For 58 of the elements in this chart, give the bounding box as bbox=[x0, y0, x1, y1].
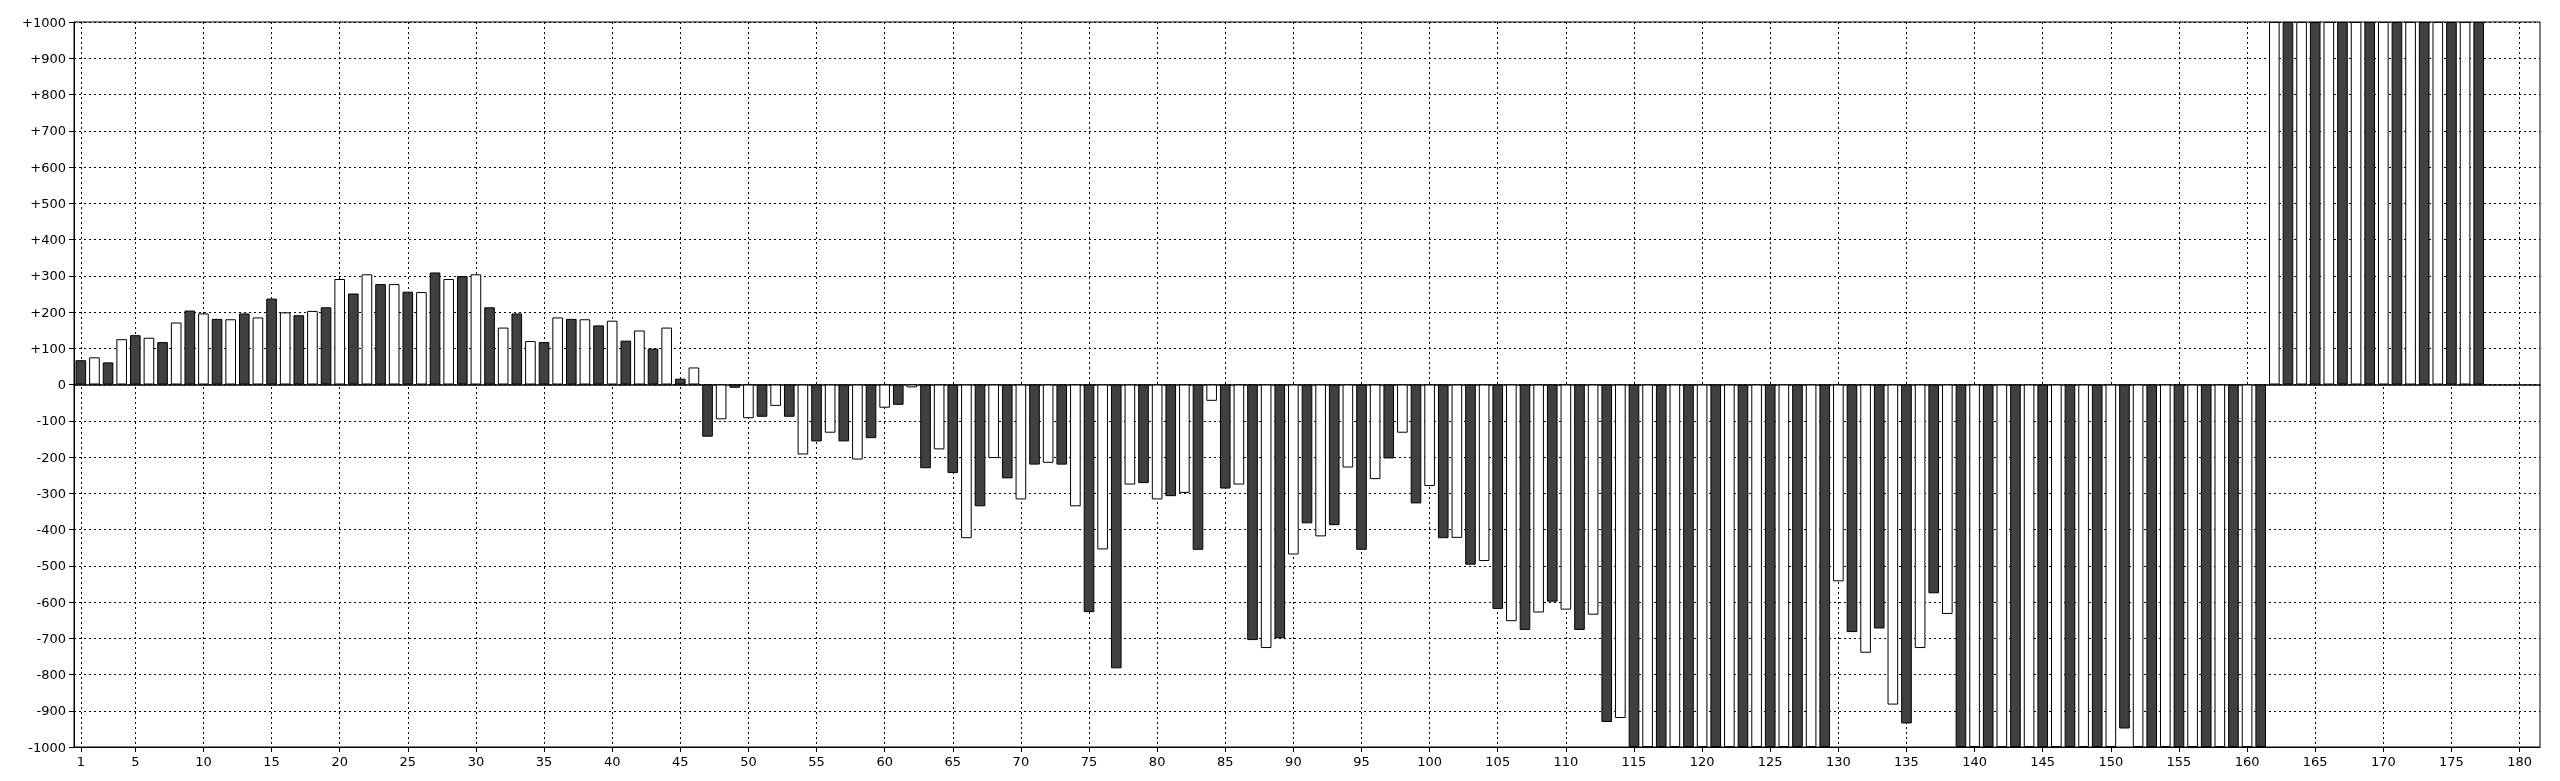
x-tick-label: 35 bbox=[535, 754, 553, 769]
y-tick-label: -200 bbox=[36, 449, 66, 465]
x-tick-label: 5 bbox=[131, 754, 140, 769]
x-tick-label: 90 bbox=[1285, 754, 1302, 769]
x-tick-label: 95 bbox=[1353, 754, 1370, 769]
y-tick-label: -300 bbox=[36, 485, 66, 501]
x-tick-label: 150 bbox=[2098, 754, 2124, 769]
x-tick-label: 25 bbox=[399, 754, 417, 769]
x-tick-label: 60 bbox=[876, 754, 893, 769]
x-tick-label: 140 bbox=[1962, 754, 1988, 769]
y-tick-label: +700 bbox=[30, 123, 66, 139]
y-tick-label: -600 bbox=[36, 594, 66, 610]
y-tick-label: +400 bbox=[30, 232, 66, 247]
x-tick-label: 115 bbox=[1621, 754, 1647, 769]
y-tick-label: +300 bbox=[30, 268, 66, 284]
y-tick-label: -400 bbox=[36, 522, 66, 537]
x-tick-label: 160 bbox=[2234, 754, 2260, 769]
x-tick-label: 130 bbox=[1825, 754, 1851, 769]
y-tick-label: -500 bbox=[36, 558, 66, 574]
x-tick-label: 125 bbox=[1757, 754, 1783, 769]
x-tick-label: 30 bbox=[467, 754, 485, 769]
x-tick-label: 155 bbox=[2166, 754, 2192, 769]
x-tick-label: 75 bbox=[1080, 754, 1098, 769]
x-tick-label: 80 bbox=[1148, 754, 1166, 769]
y-tick-label: +100 bbox=[30, 340, 66, 356]
x-tick-label: 1 bbox=[76, 754, 85, 769]
x-tick-label: 145 bbox=[2030, 754, 2056, 769]
y-tick-label: +1000 bbox=[22, 14, 66, 30]
y-tick-label: -800 bbox=[36, 667, 66, 682]
y-tick-label: +600 bbox=[30, 159, 66, 175]
y-tick-label: -700 bbox=[36, 630, 66, 646]
x-tick-label: 55 bbox=[808, 754, 825, 769]
x-tick-label: 135 bbox=[1894, 754, 1919, 769]
x-tick-label: 50 bbox=[740, 754, 757, 769]
y-tick-label: 0 bbox=[57, 377, 66, 392]
x-tick-label: 165 bbox=[2302, 754, 2328, 769]
x-tick-label: 40 bbox=[603, 754, 621, 769]
x-tick-label: 100 bbox=[1417, 754, 1443, 769]
x-tick-label: 10 bbox=[195, 754, 212, 769]
x-tick-label: 110 bbox=[1553, 754, 1579, 769]
y-tick-label: +500 bbox=[30, 195, 66, 211]
x-tick-label: 120 bbox=[1689, 754, 1715, 769]
x-tick-label: 70 bbox=[1012, 754, 1030, 769]
y-tick-label: +200 bbox=[30, 304, 66, 320]
x-tick-label: 105 bbox=[1485, 754, 1511, 769]
x-tick-label: 20 bbox=[331, 754, 348, 769]
x-tick-label: 175 bbox=[2439, 754, 2464, 769]
x-tick-label: 170 bbox=[2370, 754, 2396, 769]
y-tick-label: -100 bbox=[36, 413, 66, 429]
y-tick-label: +900 bbox=[30, 50, 66, 66]
y-tick-label: +800 bbox=[30, 87, 66, 102]
y-tick-label: -900 bbox=[36, 703, 66, 719]
x-tick-label: 180 bbox=[2507, 754, 2532, 769]
x-tick-label: 85 bbox=[1216, 754, 1234, 769]
x-tick-label: 45 bbox=[672, 754, 689, 769]
x-tick-label: 15 bbox=[263, 754, 280, 769]
y-tick-label: -1000 bbox=[28, 739, 66, 755]
x-tick-label: 65 bbox=[944, 754, 962, 769]
